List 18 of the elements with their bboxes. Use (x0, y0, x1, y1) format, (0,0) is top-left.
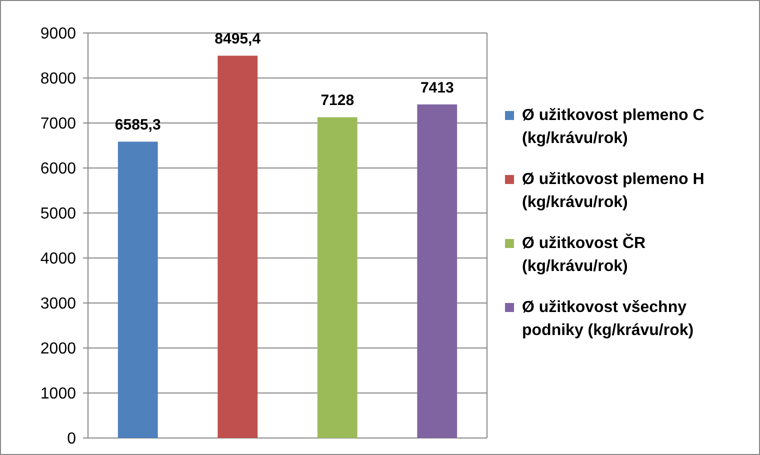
y-tick-label: 8000 (40, 70, 76, 88)
data-label: 7128 (320, 92, 354, 110)
data-label: 8495,4 (214, 30, 262, 48)
y-tick-label: 3000 (40, 296, 76, 313)
y-tick-label: 7000 (40, 116, 76, 133)
y-tick-label: 9000 (40, 26, 76, 43)
legend-label: Ø užitkovost plemeno H (kg/krávu/rok) (522, 171, 704, 211)
y-tick-label: 5000 (40, 206, 76, 223)
data-label: 6585,3 (114, 116, 161, 134)
data-label: 7413 (420, 79, 454, 96)
legend-label: Ø užitkovost všechny podniky (kg/krávu/rok) (522, 299, 694, 339)
y-tick-label: 6000 (40, 160, 76, 178)
y-tick-label: 4000 (40, 250, 76, 268)
y-tick-label: 2000 (40, 340, 76, 358)
legend-label: Ø užitkovost ČR (kg/krávu/rok) (522, 233, 646, 275)
y-tick-label: 0 (67, 430, 76, 448)
legend-label: Ø užitkovost plemeno C (kg/krávu/rok) (522, 107, 705, 147)
y-tick-label: 1000 (40, 386, 76, 403)
